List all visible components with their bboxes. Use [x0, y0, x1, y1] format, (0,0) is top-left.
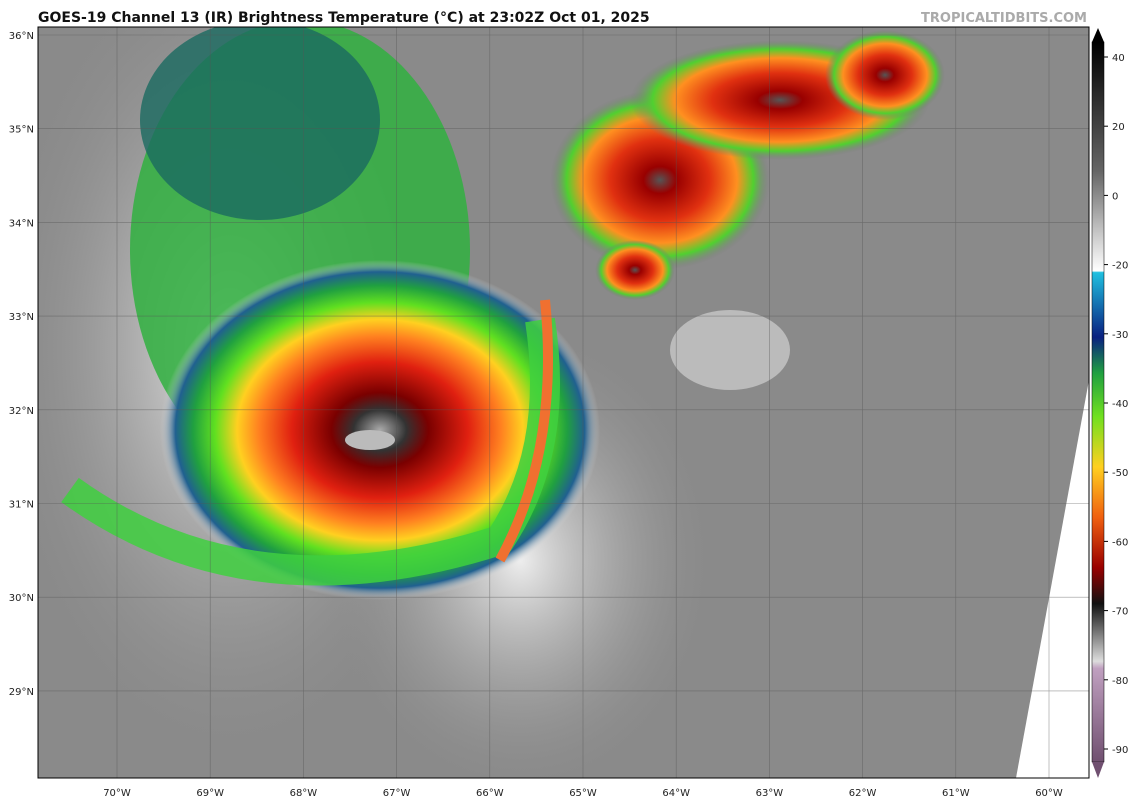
latitude-label: 33°N	[9, 312, 34, 323]
source: TROPICALTIDBITS.COM	[921, 11, 1087, 26]
longitude-label: 62°W	[849, 788, 877, 799]
latitude-label: 29°N	[9, 687, 34, 698]
latitude-label: 32°N	[9, 406, 34, 417]
colorbar-label: -30	[1112, 330, 1128, 341]
latitude-label: 35°N	[9, 125, 34, 136]
longitude-label: 66°W	[476, 788, 504, 799]
longitude-label: 69°W	[196, 788, 224, 799]
title: GOES-19 Channel 13 (IR) Brightness Tempe…	[38, 10, 650, 26]
longitude-label: 63°W	[756, 788, 784, 799]
colorbar-label: 20	[1112, 122, 1125, 133]
colorbar-label: -20	[1112, 261, 1128, 272]
longitude-label: 70°W	[103, 788, 131, 799]
longitude-label: 61°W	[942, 788, 970, 799]
colorbar-label: -70	[1112, 607, 1128, 618]
latitude-label: 34°N	[9, 218, 34, 229]
colorbar-label: 0	[1112, 191, 1118, 202]
colorbar-label: -80	[1112, 676, 1128, 687]
longitude-label: 64°W	[662, 788, 690, 799]
colorbar-label: -60	[1112, 537, 1128, 548]
longitude-label: 68°W	[290, 788, 318, 799]
latitude-label: 30°N	[9, 593, 34, 604]
colorbar-label: -40	[1112, 399, 1128, 410]
longitude-label: 67°W	[383, 788, 411, 799]
latitude-label: 36°N	[9, 31, 34, 42]
longitude-label: 60°W	[1035, 788, 1063, 799]
imagery	[38, 27, 1089, 778]
longitude-label: 65°W	[569, 788, 597, 799]
colorbar-label: 40	[1112, 53, 1125, 64]
latitude-label: 31°N	[9, 500, 34, 511]
colorbar-label: -90	[1112, 745, 1128, 756]
colorbar-label: -50	[1112, 468, 1128, 479]
